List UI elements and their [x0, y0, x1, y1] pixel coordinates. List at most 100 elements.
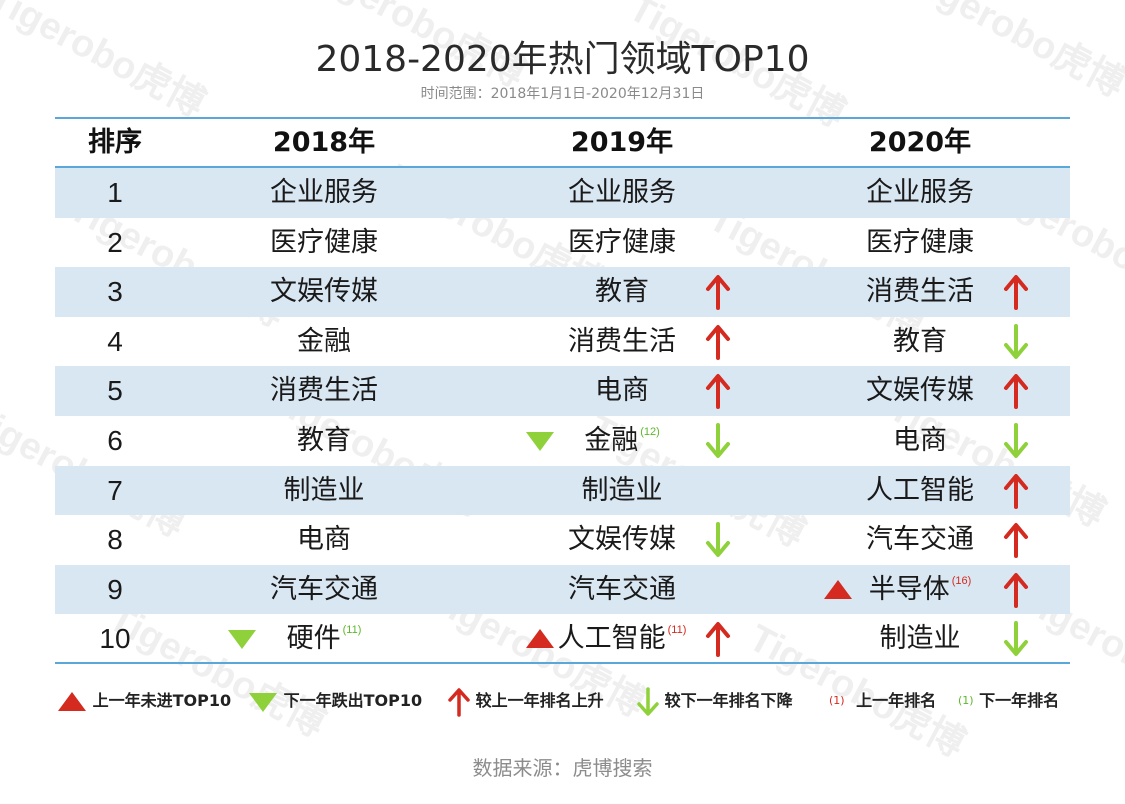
field-name: 医疗健康	[270, 226, 378, 258]
field-name: 汽车交通	[270, 573, 378, 605]
table-row: 5 消费生活 电商 文娱传媒	[55, 366, 1070, 416]
legend-prev-green-sample: (1)	[958, 694, 974, 707]
legend-out-label: 下一年跌出TOP10	[283, 691, 423, 710]
field-name: 文娱传媒	[270, 276, 378, 308]
legend-prev-green-label: 下一年排名	[979, 691, 1060, 710]
arrow-down-icon	[1004, 423, 1028, 458]
arrow-down-icon	[1004, 323, 1028, 359]
triangle-up-icon	[526, 629, 554, 649]
arrow-up-icon	[706, 275, 730, 311]
table-row: 10 硬件 (11) 人工智能 (11) 制造业	[55, 614, 1070, 664]
rank-cell: 2	[107, 226, 123, 258]
header-2019: 2019年	[570, 127, 674, 158]
table-top-rule	[55, 117, 1070, 119]
rank-cell: 5	[107, 375, 123, 407]
field-name: 消费生活	[270, 375, 378, 407]
cell-2019: 文娱传媒	[473, 515, 771, 565]
field-name: 医疗健康	[568, 226, 676, 258]
field-name: 人工智能	[557, 623, 666, 655]
triangle-up-icon	[824, 579, 852, 599]
legend-down-label: 较下一年排名下降	[664, 691, 793, 710]
cell-2019: 人工智能 (11)	[473, 614, 771, 664]
cell-2018: 汽车交通	[175, 565, 473, 615]
triangle-down-icon	[228, 630, 256, 650]
cell-2020: 半导体 (16)	[771, 565, 1069, 615]
rank-cell: 7	[107, 474, 123, 506]
cell-2020: 消费生活	[771, 267, 1069, 317]
cell-2019: 企业服务	[473, 168, 771, 218]
table-row: 7 制造业 制造业 人工智能	[55, 465, 1070, 516]
field-name: 消费生活	[568, 325, 676, 357]
previous-rank-note: (11)	[342, 624, 362, 637]
rank-cell: 3	[107, 276, 123, 308]
field-name: 制造业	[879, 623, 961, 655]
legend-prev-red-sample: (1)	[829, 694, 845, 707]
previous-rank-note: (12)	[640, 426, 660, 438]
legend-prev-red: (1) 上一年排名	[829, 686, 936, 716]
table-header-rule	[55, 166, 1070, 168]
cell-2020: 人工智能	[771, 466, 1069, 516]
cell-2018: 电商	[175, 515, 473, 565]
table-row: 3 文娱传媒 教育 消费生活	[55, 267, 1070, 317]
field-name: 文娱传媒	[866, 375, 974, 407]
previous-rank-note: (11)	[667, 624, 687, 637]
table-row: 8 电商 文娱传媒 汽车交通	[55, 515, 1070, 565]
arrow-up-icon	[1004, 523, 1028, 559]
table-row: 1 企业服务 企业服务 企业服务	[55, 168, 1070, 218]
cell-2019: 消费生活	[473, 317, 771, 367]
triangle-down-icon	[249, 692, 277, 712]
arrow-down-icon	[706, 522, 730, 558]
cell-2020: 制造业	[771, 614, 1069, 664]
cell-2018: 金融	[175, 317, 473, 367]
table-row: 2 医疗健康 医疗健康 医疗健康	[55, 218, 1070, 268]
cell-2018: 消费生活	[175, 366, 473, 416]
cell-2018: 硬件 (11)	[175, 614, 473, 664]
field-name: 教育	[893, 325, 947, 357]
field-name: 人工智能	[866, 474, 974, 506]
rank-cell: 6	[107, 425, 123, 456]
cell-2020: 教育	[771, 317, 1069, 367]
field-name: 汽车交通	[568, 573, 676, 605]
arrow-up-icon	[1004, 572, 1028, 608]
header-rank: 排序	[88, 127, 142, 158]
field-name: 半导体	[868, 573, 950, 605]
arrow-up-icon	[1004, 473, 1028, 509]
field-name: 制造业	[581, 474, 663, 506]
arrow-down-icon	[706, 423, 730, 458]
legend: 上一年未进TOP10 下一年跌出TOP10 较上一年排名上升 较下一年排名下降 …	[55, 686, 1085, 717]
cell-2020: 电商	[771, 416, 1069, 466]
field-name: 企业服务	[866, 177, 974, 208]
field-name: 教育	[297, 425, 351, 456]
arrow-up-icon	[448, 687, 470, 717]
field-name: 金融	[584, 425, 639, 456]
field-name: 硬件	[286, 623, 341, 655]
table-bottom-rule	[55, 662, 1070, 664]
legend-prev-red-label: 上一年排名	[856, 691, 937, 710]
arrow-up-icon	[706, 374, 730, 410]
field-name: 消费生活	[866, 276, 974, 308]
data-source: 数据来源：虎博搜索	[472, 756, 653, 780]
table-row: 6 教育 金融 (12) 电商	[55, 416, 1070, 466]
cell-2018: 医疗健康	[175, 218, 473, 268]
field-name: 电商	[297, 524, 351, 556]
cell-2018: 教育	[175, 416, 473, 466]
legend-new: 上一年未进TOP10	[57, 686, 231, 716]
chart-subtitle: 时间范围：2018年1月1日-2020年12月31日	[420, 86, 705, 102]
arrow-up-icon	[706, 622, 730, 658]
legend-up-label: 较上一年排名上升	[475, 691, 604, 710]
field-name: 企业服务	[568, 177, 676, 208]
cell-2019: 电商	[473, 366, 771, 416]
field-name: 电商	[893, 425, 947, 456]
cell-2018: 企业服务	[175, 168, 473, 218]
field-name: 教育	[595, 276, 649, 308]
cell-2019: 汽车交通	[473, 565, 771, 615]
arrow-down-icon	[1004, 621, 1028, 657]
rank-cell: 1	[107, 177, 123, 208]
legend-new-label: 上一年未进TOP10	[92, 691, 232, 710]
cell-2020: 医疗健康	[771, 218, 1069, 268]
table-row: 4 金融 消费生活 教育	[55, 317, 1070, 367]
legend-out: 下一年跌出TOP10	[248, 686, 422, 716]
rank-cell: 8	[107, 524, 123, 556]
arrow-up-icon	[1004, 275, 1028, 311]
header-2018: 2018年	[272, 127, 376, 158]
